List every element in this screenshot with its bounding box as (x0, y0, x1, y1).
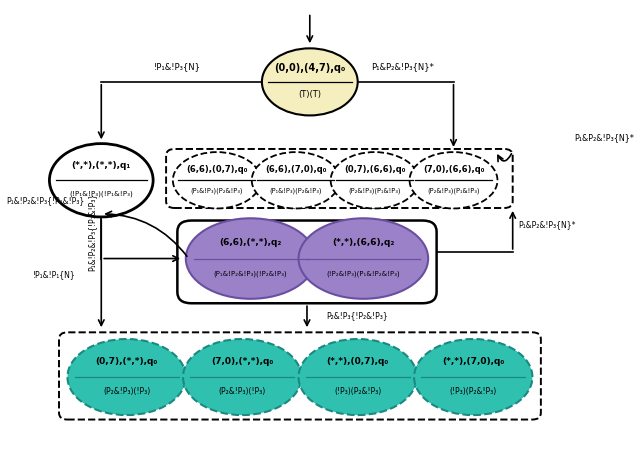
Text: (P₁&!P₂&!P₃)(!P₂&!P₃): (P₁&!P₂&!P₃)(!P₂&!P₃) (214, 270, 287, 277)
Text: P₂&!P₃{!P₂&!P₃}: P₂&!P₃{!P₂&!P₃} (326, 311, 388, 320)
Text: (0,7),(*,*),q₀: (0,7),(*,*),q₀ (95, 357, 158, 366)
Ellipse shape (298, 218, 428, 299)
Ellipse shape (67, 339, 186, 415)
Text: (!P₂&!P₃)(P₁&!P₂&!P₃): (!P₂&!P₃)(P₁&!P₂&!P₃) (326, 270, 400, 277)
Ellipse shape (173, 152, 260, 208)
Text: (!P₃)(P₂&!P₃): (!P₃)(P₂&!P₃) (450, 387, 497, 396)
Text: (P₁&!P₃)(P₂&!P₃): (P₁&!P₃)(P₂&!P₃) (191, 188, 243, 194)
Ellipse shape (298, 339, 417, 415)
Text: (6,6),(*,*),q₂: (6,6),(*,*),q₂ (220, 238, 282, 247)
Text: P₁&!P₂&!P₃{!P₁&!P₃}: P₁&!P₂&!P₃{!P₁&!P₃} (6, 196, 84, 205)
Text: (!P₃)(P₂&!P₃): (!P₃)(P₂&!P₃) (334, 387, 381, 396)
Text: (7,0),(*,*),q₀: (7,0),(*,*),q₀ (211, 357, 273, 366)
Ellipse shape (252, 152, 340, 208)
Text: P₁&!P₂&!P₃{!P₁&!P₃}: P₁&!P₂&!P₃{!P₁&!P₃} (87, 193, 96, 271)
Text: (0,0),(4,7),q₀: (0,0),(4,7),q₀ (274, 63, 346, 73)
Text: (0,7),(6,6),q₀: (0,7),(6,6),q₀ (344, 165, 405, 174)
Text: (*,*),(0,7),q₀: (*,*),(0,7),q₀ (326, 357, 389, 366)
Ellipse shape (410, 152, 497, 208)
Text: P₁&P₂&!P₃{N}*: P₁&P₂&!P₃{N}* (518, 220, 576, 230)
Text: !P₁&!P₃{N}: !P₁&!P₃{N} (154, 62, 201, 71)
Ellipse shape (183, 339, 301, 415)
Ellipse shape (49, 144, 153, 217)
Text: (6,6),(7,0),q₀: (6,6),(7,0),q₀ (265, 165, 326, 174)
Text: (P₂&!P₃)(P₁&!P₃): (P₂&!P₃)(P₁&!P₃) (428, 188, 480, 194)
Ellipse shape (262, 48, 358, 116)
Text: P₁&P₂&!P₃{N}*: P₁&P₂&!P₃{N}* (575, 133, 634, 142)
Ellipse shape (331, 152, 419, 208)
Text: (P₂&!P₃)(P₁&!P₃): (P₂&!P₃)(P₁&!P₃) (348, 188, 401, 194)
Ellipse shape (414, 339, 532, 415)
Text: P₁&P₂&!P₃{N}*: P₁&P₂&!P₃{N}* (371, 62, 434, 71)
Text: (6,6),(0,7),q₀: (6,6),(0,7),q₀ (186, 165, 248, 174)
Text: (P₁&!P₃)(P₂&!P₃): (P₁&!P₃)(P₂&!P₃) (269, 188, 322, 194)
Text: (*,*),(*,*),q₁: (*,*),(*,*),q₁ (72, 161, 131, 170)
Text: (7,0),(6,6),q₀: (7,0),(6,6),q₀ (423, 165, 484, 174)
Text: (T)(T): (T)(T) (298, 90, 321, 99)
Text: (!P₁&!P₃)(!P₁&!P₃): (!P₁&!P₃)(!P₁&!P₃) (69, 191, 133, 198)
Text: (*,*),(6,6),q₂: (*,*),(6,6),q₂ (332, 238, 394, 247)
Ellipse shape (186, 218, 316, 299)
Text: (P₂&!P₃)(!P₃): (P₂&!P₃)(!P₃) (103, 387, 150, 396)
Text: !P₁&!P₁{N}: !P₁&!P₁{N} (33, 270, 76, 279)
Text: (P₂&!P₃)(!P₃): (P₂&!P₃)(!P₃) (218, 387, 266, 396)
Text: (*,*),(7,0),q₀: (*,*),(7,0),q₀ (442, 357, 504, 366)
